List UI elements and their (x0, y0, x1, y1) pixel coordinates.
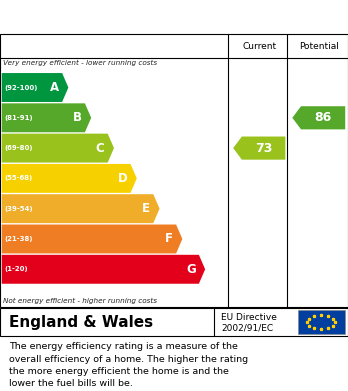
Polygon shape (2, 164, 137, 193)
Text: lower the fuel bills will be.: lower the fuel bills will be. (9, 379, 133, 388)
Polygon shape (2, 73, 68, 102)
Text: Energy Efficiency Rating: Energy Efficiency Rating (14, 9, 216, 23)
Text: (21-38): (21-38) (5, 236, 33, 242)
Text: Very energy efficient - lower running costs: Very energy efficient - lower running co… (3, 59, 158, 66)
Bar (298, 310, 345, 334)
Text: A: A (50, 81, 59, 94)
Text: (1-20): (1-20) (5, 266, 28, 272)
Text: 86: 86 (315, 111, 332, 124)
Text: (55-68): (55-68) (5, 176, 33, 181)
Text: The energy efficiency rating is a measure of the: The energy efficiency rating is a measur… (9, 343, 238, 352)
Text: England & Wales: England & Wales (9, 315, 153, 330)
Text: D: D (118, 172, 128, 185)
Text: (39-54): (39-54) (5, 206, 33, 212)
Text: E: E (142, 202, 150, 215)
Polygon shape (2, 103, 91, 132)
Polygon shape (2, 255, 205, 284)
Polygon shape (2, 194, 159, 223)
Text: 2002/91/EC: 2002/91/EC (221, 323, 273, 332)
Text: the more energy efficient the home is and the: the more energy efficient the home is an… (9, 367, 229, 376)
Text: (69-80): (69-80) (5, 145, 33, 151)
Text: F: F (165, 233, 172, 246)
Text: (81-91): (81-91) (5, 115, 33, 121)
Text: 73: 73 (255, 142, 272, 154)
Text: Current: Current (242, 41, 276, 50)
Text: EU Directive: EU Directive (221, 314, 277, 323)
Text: Not energy efficient - higher running costs: Not energy efficient - higher running co… (3, 298, 158, 304)
Polygon shape (2, 224, 182, 253)
Text: G: G (186, 263, 196, 276)
Text: (92-100): (92-100) (5, 84, 38, 90)
Text: Potential: Potential (299, 41, 339, 50)
Text: overall efficiency of a home. The higher the rating: overall efficiency of a home. The higher… (9, 355, 248, 364)
Polygon shape (2, 134, 114, 163)
Text: B: B (73, 111, 82, 124)
Polygon shape (292, 106, 345, 129)
Polygon shape (233, 136, 285, 160)
Text: C: C (96, 142, 104, 154)
